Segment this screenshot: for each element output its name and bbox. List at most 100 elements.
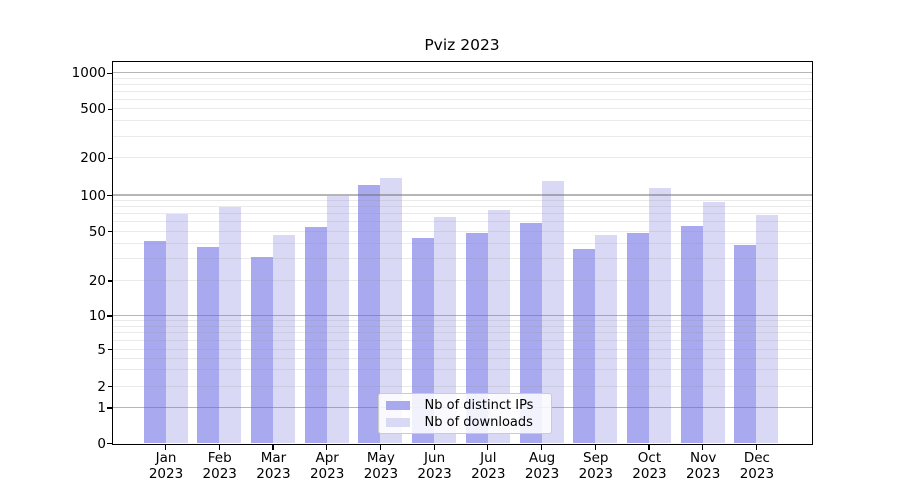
gridline-minor	[112, 83, 812, 85]
bar-downloads-mar-2023	[272, 234, 295, 443]
gridline-minor	[112, 200, 812, 201]
x-tick	[433, 444, 435, 450]
x-tick-label: May 2023	[349, 450, 413, 482]
x-tick-label: Mar 2023	[241, 450, 305, 482]
x-tick-label: Jun 2023	[403, 450, 467, 482]
x-tick-label-year: 2023	[309, 465, 345, 482]
bar-downloads-apr-2023	[326, 196, 349, 443]
y-tick-label: 0	[97, 435, 106, 452]
x-tick-label-year: 2023	[417, 465, 452, 482]
y-tick	[108, 157, 112, 159]
x-tick-label: Nov 2023	[671, 450, 735, 482]
bar-distinct-ips-sep-2023	[573, 248, 596, 443]
y-tick	[108, 348, 112, 351]
gridline-minor	[112, 108, 812, 110]
x-tick-label-year: 2023	[524, 465, 560, 482]
x-tick	[487, 444, 489, 450]
legend-swatch-downloads	[385, 417, 410, 428]
y-tick	[106, 407, 112, 409]
bar-distinct-ips-dec-2023	[734, 244, 757, 443]
x-tick-label: Dec 2023	[725, 450, 789, 482]
y-tick-label: 500	[80, 101, 106, 118]
bar-downloads-may-2023	[380, 177, 403, 443]
y-tick	[106, 72, 112, 74]
x-tick-label-month: Aug	[528, 450, 556, 466]
x-tick	[594, 444, 596, 450]
gridline-minor	[112, 120, 812, 122]
y-tick-label: 200	[80, 150, 106, 167]
bar-downloads-feb-2023	[219, 206, 242, 443]
x-tick-label-month: Mar	[260, 450, 287, 466]
bar-distinct-ips-jul-2023	[465, 233, 488, 443]
x-tick-label-year: 2023	[578, 465, 613, 482]
x-tick-label-month: Jun	[424, 450, 446, 466]
y-tick-label: 1000	[71, 65, 106, 82]
x-tick	[540, 444, 543, 450]
x-tick	[326, 444, 328, 450]
x-tick-label-year: 2023	[202, 465, 237, 482]
chart-title: Pviz 2023	[424, 36, 500, 54]
legend-swatch-distinct-ips	[385, 400, 410, 411]
y-tick	[108, 108, 112, 110]
bar-distinct-ips-may-2023	[358, 184, 381, 443]
bar-downloads-jun-2023	[434, 216, 457, 443]
legend-label: Nb of distinct IPs	[424, 397, 534, 413]
x-tick	[379, 444, 381, 450]
x-tick-label: Oct 2023	[617, 450, 681, 482]
gridline-major	[112, 72, 812, 74]
x-tick-label-year: 2023	[632, 465, 667, 482]
bar-distinct-ips-nov-2023	[680, 226, 703, 443]
legend-item: Nb of downloads	[385, 414, 551, 431]
bar-downloads-dec-2023	[756, 215, 779, 443]
x-tick	[702, 444, 704, 450]
y-tick-label: 5	[97, 341, 106, 358]
y-tick-label: 2	[97, 378, 106, 395]
bar-downloads-aug-2023	[541, 180, 564, 443]
y-tick-label: 20	[88, 273, 106, 289]
legend-label: Nb of downloads	[424, 414, 533, 430]
x-tick-label-month: Sep	[583, 450, 609, 466]
x-tick-label-month: Jul	[480, 450, 497, 466]
x-tick-label-month: Oct	[637, 450, 662, 466]
bar-distinct-ips-jun-2023	[412, 238, 435, 443]
bar-distinct-ips-aug-2023	[519, 223, 542, 443]
y-tick	[108, 280, 112, 282]
bar-distinct-ips-mar-2023	[250, 256, 273, 443]
x-tick-label-year: 2023	[686, 465, 721, 482]
x-tick-label: Apr 2023	[295, 450, 359, 482]
x-tick	[755, 444, 757, 450]
bar-distinct-ips-jan-2023	[143, 240, 166, 443]
x-tick	[272, 444, 274, 450]
y-tick-label: 100	[80, 187, 106, 204]
x-tick-label: Feb 2023	[188, 450, 252, 482]
x-tick	[218, 444, 220, 450]
x-tick-label-month: Feb	[207, 450, 232, 466]
bar-downloads-jan-2023	[165, 214, 188, 443]
x-tick-label-year: 2023	[256, 465, 291, 482]
y-tick	[108, 385, 112, 388]
bar-downloads-oct-2023	[648, 187, 671, 443]
y-tick	[106, 315, 112, 317]
bar-downloads-jul-2023	[487, 210, 510, 443]
x-tick-label-month: Jan	[155, 450, 177, 466]
x-tick-label-month: May	[366, 450, 395, 466]
legend: Nb of distinct IPs Nb of downloads	[377, 392, 552, 434]
bar-distinct-ips-apr-2023	[304, 227, 327, 443]
bar-distinct-ips-oct-2023	[626, 233, 649, 443]
gridline-minor	[112, 98, 812, 100]
gridline-minor	[112, 90, 812, 92]
legend-item: Nb of distinct IPs	[385, 397, 551, 414]
bar-downloads-sep-2023	[595, 234, 618, 443]
x-tick-label-month: Apr	[315, 450, 339, 466]
y-tick-label: 1	[97, 400, 106, 416]
x-tick	[164, 444, 167, 450]
x-tick-label-year: 2023	[148, 465, 184, 482]
bar-downloads-nov-2023	[702, 202, 725, 443]
x-tick-label-month: Dec	[743, 450, 770, 466]
x-tick-label-year: 2023	[471, 465, 506, 482]
x-tick-label-year: 2023	[363, 465, 399, 482]
gridline-minor	[112, 157, 812, 159]
y-tick-label: 10	[88, 308, 106, 324]
y-tick-label: 50	[88, 223, 106, 240]
